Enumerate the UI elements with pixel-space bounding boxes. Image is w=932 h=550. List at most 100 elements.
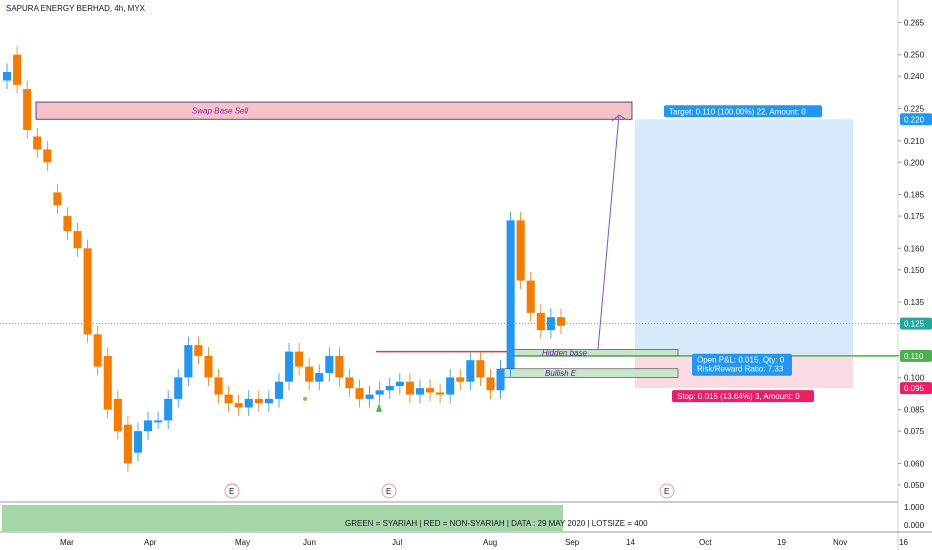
candle-body (526, 280, 535, 313)
candle-body (244, 398, 253, 408)
candle-body (536, 312, 545, 331)
y-tick-label: 0.160 (904, 244, 925, 253)
signal-marker (376, 403, 382, 412)
y-tick-label: 0.210 (904, 137, 925, 146)
candle-body (63, 216, 72, 232)
x-tick-label: Aug (483, 538, 497, 547)
x-tick-label: Jun (303, 538, 316, 547)
y-tick-label: 0.060 (904, 459, 925, 468)
indicator-tick: 0.000 (904, 521, 925, 530)
rr-label: Risk/Reward Ratio: 7.33 (697, 365, 784, 374)
candle-body (154, 420, 163, 423)
candle-body (355, 388, 364, 399)
pnl-label-bg (692, 353, 792, 376)
y-tick-label: 0.150 (904, 266, 925, 275)
x-tick-label: Sep (565, 538, 580, 547)
y-tick-label: 0.185 (904, 191, 925, 200)
candle-body (23, 89, 32, 131)
target-label-bg (664, 105, 822, 118)
candle-body (345, 377, 354, 389)
x-tick-label: Nov (833, 538, 847, 547)
price-label-text: 0.110 (904, 352, 924, 361)
candle-body (436, 392, 445, 395)
target-zone (635, 119, 853, 356)
candle-body (385, 385, 394, 391)
y-tick-label: 0.075 (904, 427, 925, 436)
candle-body (214, 377, 223, 395)
bullish-e-label: Bullish E (545, 369, 577, 378)
candle-body (476, 360, 485, 378)
candle-body (264, 398, 273, 404)
indicator-bar (2, 505, 563, 531)
candle-body (224, 394, 233, 404)
candle-body (234, 403, 243, 408)
x-tick-label: May (235, 538, 250, 547)
candle-body (516, 220, 525, 281)
candle-body (73, 231, 82, 249)
hidden-base-box (511, 349, 679, 357)
candle-body (174, 377, 183, 399)
y-tick-label: 0.085 (904, 406, 925, 415)
candle-body (83, 248, 92, 335)
y-tick-label: 0.050 (904, 481, 925, 490)
swap-base-zone (35, 101, 633, 120)
pnl-label: Open P&L: 0.015, Qty: 0 (697, 356, 785, 365)
price-label-badge (900, 317, 932, 330)
candle-body (133, 431, 142, 453)
y-tick-label: 0.225 (904, 104, 925, 113)
candle-body (466, 360, 475, 382)
x-tick-label: 14 (626, 538, 635, 547)
candle-body (184, 345, 193, 378)
earnings-marker (659, 483, 675, 499)
earnings-label: E (664, 487, 669, 496)
y-tick-label: 0.265 (904, 18, 925, 27)
candle-body (274, 381, 283, 399)
y-tick-label: 0.135 (904, 298, 925, 307)
candle-body (285, 351, 294, 382)
candle-body (295, 351, 304, 367)
earnings-marker (224, 483, 240, 499)
x-tick-label: Mar (60, 538, 74, 547)
candle-body (325, 355, 334, 374)
x-tick-label: 19 (777, 538, 786, 547)
candle-body (405, 381, 414, 395)
signal-marker (303, 396, 307, 401)
candle-body (446, 377, 455, 395)
x-tick-label: Oct (699, 538, 712, 547)
candle-body (375, 390, 384, 395)
candle-body (123, 424, 132, 464)
candle-body (415, 388, 424, 395)
candle-body (43, 149, 52, 163)
y-tick-label: 0.100 (904, 373, 925, 382)
candle-body (53, 192, 62, 206)
candle-body (486, 377, 495, 391)
x-tick-label: 16 (899, 538, 908, 547)
projection-arrow (597, 114, 620, 350)
y-tick-label: 0.250 (904, 51, 925, 60)
candle-body (556, 317, 565, 326)
candle-body (164, 398, 173, 421)
price-label-badge (900, 349, 932, 362)
candle-body (204, 355, 213, 378)
y-tick-label: 0.175 (904, 212, 925, 221)
candle-body (305, 366, 314, 382)
target-label: Target: 0.110 (100.00%) 22, Amount: 0 (669, 107, 806, 116)
bullish-e-box (499, 368, 679, 378)
symbol-title[interactable]: SAPURA ENERGY BERHAD, 4h, MYX (6, 4, 146, 13)
indicator-tick: 1.000 (904, 503, 925, 512)
candle-body (365, 394, 374, 399)
candle-body (315, 373, 324, 382)
indicator-note: GREEN = SYARIAH | RED = NON-SYARIAH | DA… (345, 519, 648, 528)
candle-body (335, 355, 344, 378)
swap-base-label: Swap Base Sell (192, 107, 248, 116)
candle-body (506, 220, 515, 369)
candle-body (103, 355, 112, 410)
price-label-text: 0.095 (904, 384, 925, 393)
candle-body (144, 420, 153, 432)
earnings-marker (381, 483, 397, 499)
stop-label: Stop: 0.015 (13.64%) 3, Amount: 0 (677, 392, 800, 401)
price-label-text: 0.125 (904, 320, 925, 329)
price-label-text: 0.220 (904, 115, 925, 124)
